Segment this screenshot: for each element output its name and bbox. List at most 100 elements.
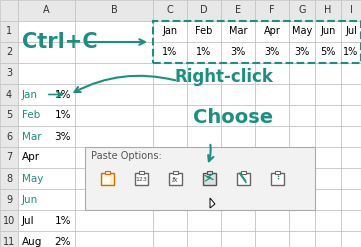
Text: fx: fx — [172, 177, 178, 183]
Bar — [187, 84, 221, 105]
Text: 1: 1 — [6, 26, 12, 37]
Text: 11: 11 — [3, 236, 15, 247]
Text: Mar: Mar — [229, 26, 247, 37]
Bar — [104, 170, 109, 174]
Bar — [0, 210, 18, 231]
Text: 7: 7 — [6, 152, 12, 163]
Bar — [187, 231, 221, 247]
Bar — [289, 42, 315, 63]
Text: Jul: Jul — [22, 215, 35, 226]
Bar — [0, 168, 18, 189]
Text: H: H — [324, 5, 332, 16]
Bar — [315, 147, 341, 168]
Bar — [341, 21, 361, 42]
Text: 2%: 2% — [55, 236, 71, 247]
Text: I: I — [349, 5, 352, 16]
Bar — [255, 105, 289, 126]
Bar — [0, 0, 18, 21]
Bar — [341, 63, 361, 84]
Text: 5%: 5% — [320, 47, 336, 58]
Bar — [341, 189, 361, 210]
Bar — [289, 0, 315, 21]
Bar — [18, 0, 75, 21]
Text: 1%: 1% — [196, 47, 212, 58]
Bar — [341, 84, 361, 105]
Bar — [0, 126, 18, 147]
Bar — [341, 210, 361, 231]
Bar — [135, 172, 148, 185]
Bar — [341, 147, 361, 168]
Text: Ctrl+C: Ctrl+C — [22, 32, 97, 52]
Bar — [255, 21, 289, 42]
Bar — [315, 21, 341, 42]
Bar — [169, 172, 182, 185]
Text: 1%: 1% — [55, 215, 71, 226]
Bar — [221, 0, 255, 21]
Bar — [289, 189, 315, 210]
Bar — [274, 170, 279, 174]
Bar — [75, 210, 153, 231]
Bar — [0, 147, 18, 168]
Bar — [341, 231, 361, 247]
Bar — [341, 168, 361, 189]
Text: B: B — [110, 5, 117, 16]
Bar — [221, 168, 255, 189]
Bar — [221, 210, 255, 231]
Bar — [255, 231, 289, 247]
Text: Aug: Aug — [22, 236, 42, 247]
Bar — [187, 63, 221, 84]
Bar — [187, 189, 221, 210]
Text: A: A — [43, 5, 50, 16]
Bar — [0, 42, 18, 63]
Text: 4: 4 — [6, 89, 12, 100]
Bar — [221, 105, 255, 126]
Text: 5: 5 — [6, 110, 12, 121]
Bar — [341, 0, 361, 21]
Bar — [75, 189, 153, 210]
Bar — [315, 126, 341, 147]
Bar — [0, 21, 18, 42]
Text: 123: 123 — [135, 177, 147, 182]
Bar — [75, 147, 153, 168]
Bar — [18, 63, 75, 84]
Bar — [341, 42, 361, 63]
Bar — [315, 63, 341, 84]
Bar — [187, 0, 221, 21]
Bar — [315, 84, 341, 105]
Bar — [315, 231, 341, 247]
Text: Apr: Apr — [22, 152, 40, 163]
Text: Mar: Mar — [22, 131, 42, 142]
Bar — [153, 21, 187, 42]
Bar — [18, 189, 75, 210]
Text: 1%: 1% — [55, 110, 71, 121]
Bar — [139, 170, 144, 174]
Text: C: C — [167, 5, 173, 16]
Bar — [289, 84, 315, 105]
Bar — [289, 147, 315, 168]
Text: 3%: 3% — [294, 47, 310, 58]
Text: 2: 2 — [6, 47, 12, 58]
Bar — [315, 168, 341, 189]
Bar — [236, 172, 249, 185]
Bar — [289, 231, 315, 247]
Bar — [289, 126, 315, 147]
Bar — [153, 105, 187, 126]
Text: Jan: Jan — [162, 26, 178, 37]
Bar — [255, 168, 289, 189]
Text: 6: 6 — [6, 131, 12, 142]
Bar — [187, 126, 221, 147]
Bar — [240, 170, 245, 174]
Bar — [221, 42, 255, 63]
Bar — [341, 105, 361, 126]
Bar — [18, 84, 75, 105]
Bar — [75, 105, 153, 126]
Bar — [206, 170, 212, 174]
Bar — [255, 210, 289, 231]
Bar — [255, 189, 289, 210]
Bar — [153, 21, 361, 63]
Bar — [289, 168, 315, 189]
Bar — [153, 42, 187, 63]
Bar — [75, 126, 153, 147]
Bar — [255, 42, 289, 63]
Bar — [100, 172, 113, 185]
